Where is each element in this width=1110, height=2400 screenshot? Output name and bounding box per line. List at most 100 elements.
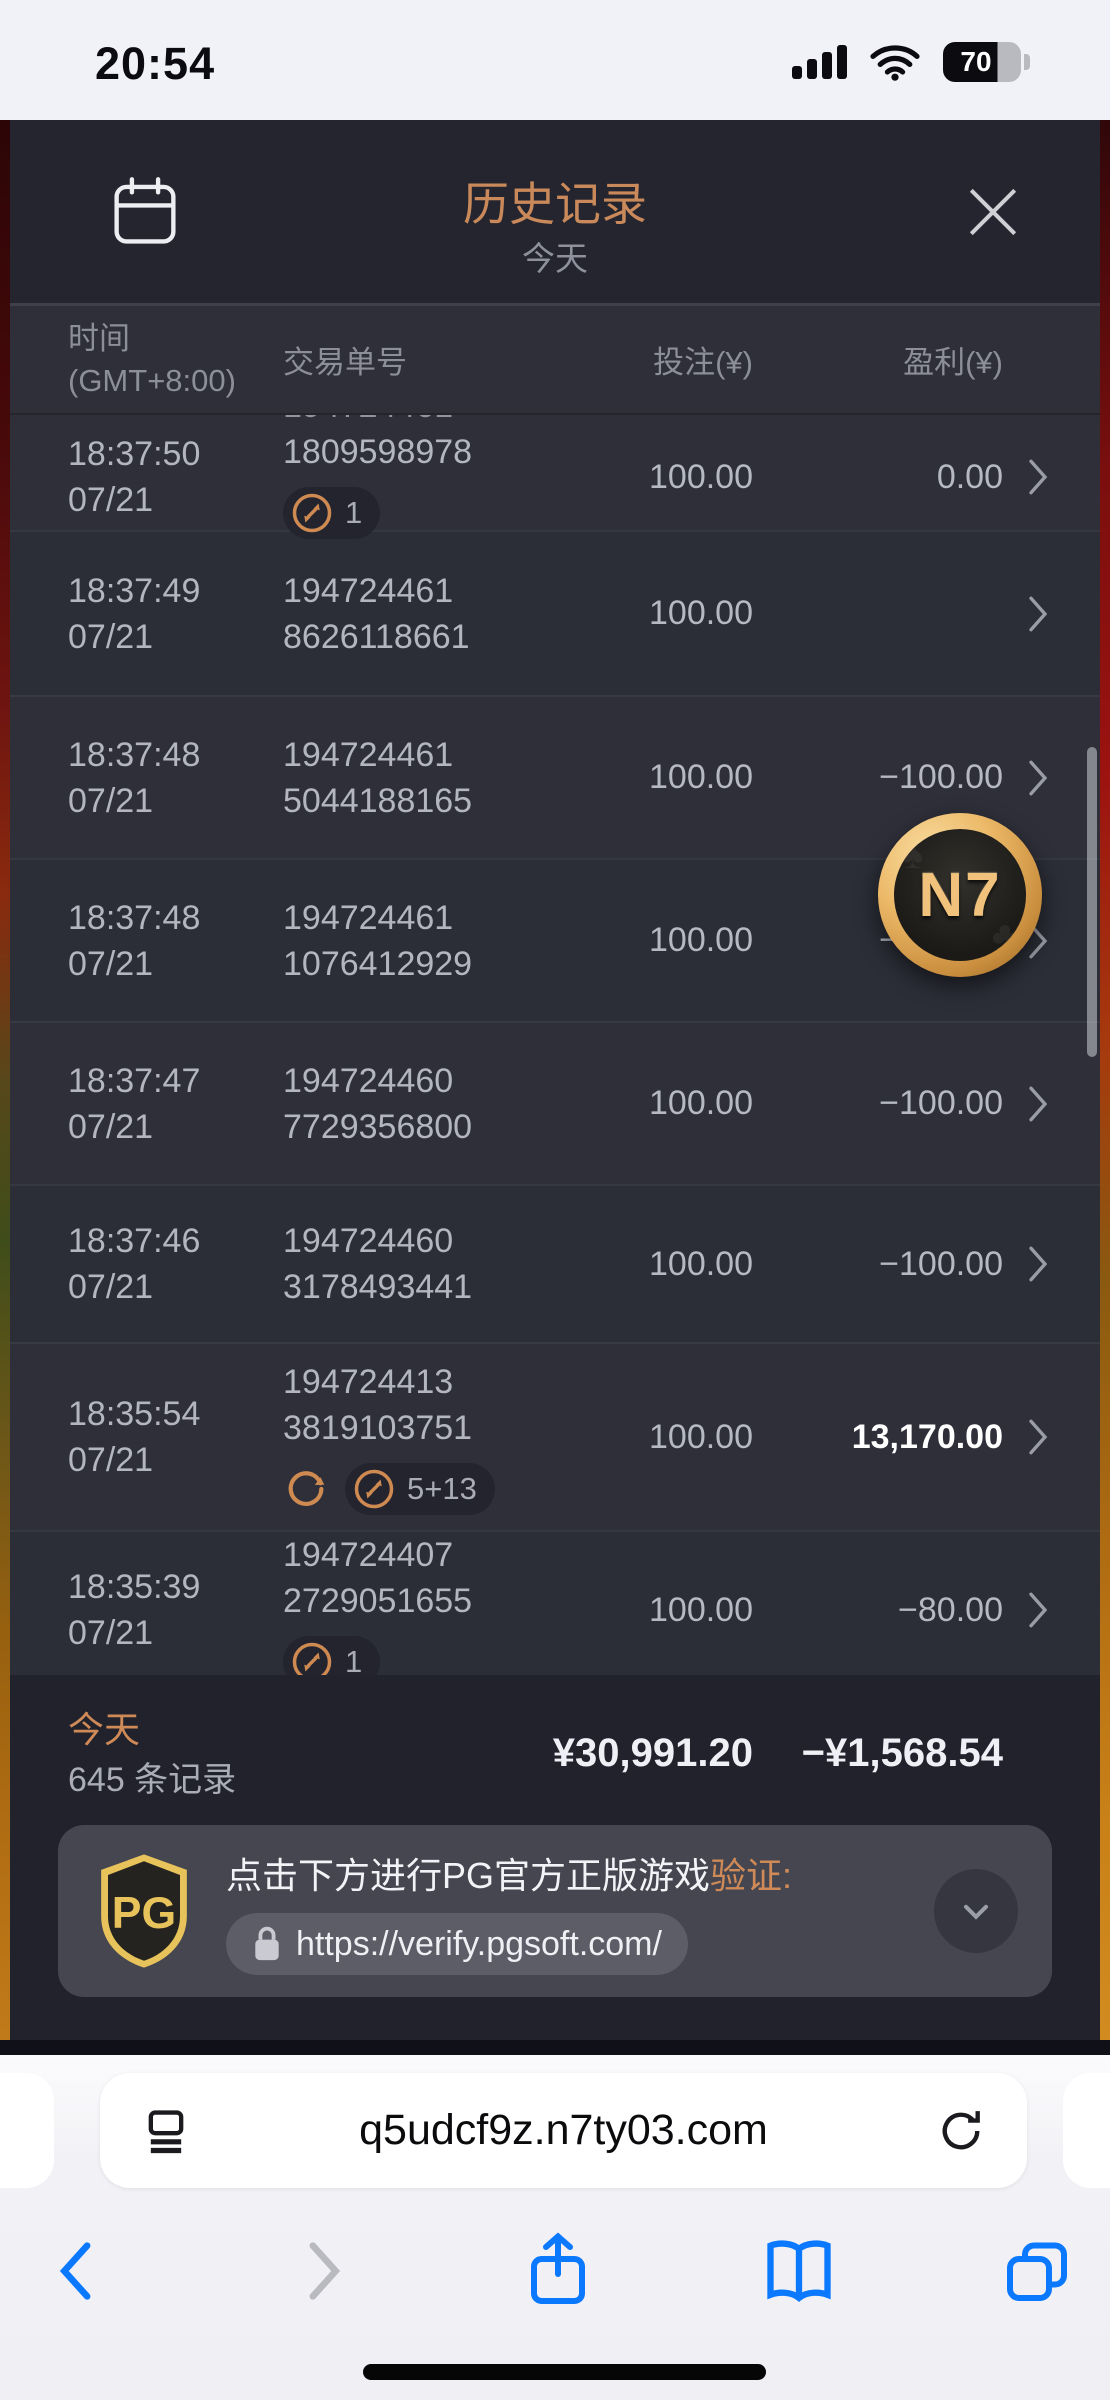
row-transaction-id: 194724460 7729356800 (283, 1061, 473, 1146)
cellular-signal-icon (792, 45, 847, 79)
lock-icon (255, 1926, 279, 1961)
table-row[interactable]: 18:37:47 07/21 194724460 7729356800 100.00 −1… (10, 1021, 1100, 1184)
row-chevron-icon (1029, 760, 1048, 795)
row-detail-chevron[interactable] (1003, 920, 1055, 962)
row-transaction-id: 194724413 3819103751 5+13 (283, 1359, 533, 1515)
respin-icon (288, 1471, 325, 1507)
next-tab-stub[interactable] (1063, 2073, 1110, 2188)
back-chevron-icon (59, 2242, 91, 2300)
summary-bet-total: ¥30,991.20 (552, 1731, 753, 1775)
scrollbar-thumb[interactable] (1087, 747, 1097, 1057)
status-bar: 20:54 70 (0, 0, 1110, 120)
row-time: 18:37:46 07/21 (68, 1222, 201, 1306)
forward-button[interactable] (268, 2216, 378, 2326)
previous-tab-stub[interactable] (0, 2073, 54, 2188)
free-spins-icon (292, 493, 332, 533)
reload-icon[interactable] (935, 2105, 987, 2157)
table-row[interactable]: 18:35:54 07/21 194724413 3819103751 5+13 100.… (10, 1342, 1100, 1530)
col-header-time: 时间 (GMT+8:00) (68, 320, 236, 398)
pg-shield-logo: PG (101, 1854, 187, 1968)
tabs-button[interactable] (982, 2216, 1092, 2326)
row-detail-chevron[interactable] (1003, 1243, 1055, 1285)
forward-chevron-icon (309, 2242, 341, 2300)
battery-percent: 70 (960, 46, 992, 77)
background-page-right-edge (1100, 120, 1110, 2055)
row-transaction-id: 19472446118095989781 (283, 415, 533, 539)
row-badges: 1 (283, 487, 533, 539)
share-icon (531, 2232, 585, 2304)
row-bet-amount: 100.00 (649, 457, 753, 496)
n7-coin-label: N7 (918, 860, 1002, 930)
calendar-icon (114, 177, 176, 244)
pg-banner-text: 点击下方进行PG官方正版游戏验证: (226, 1855, 793, 1896)
clock: 20:54 (95, 38, 216, 89)
n7-coin-logo: N7 (878, 813, 1042, 977)
row-bet-amount: 100.00 (649, 758, 753, 796)
table-row[interactable]: 18:37:49 07/21 194724461 8626118661 100.00 (10, 530, 1100, 695)
row-detail-chevron[interactable] (1003, 1416, 1055, 1458)
address-bar[interactable]: q5udcf9z.n7ty03.com (100, 2073, 1027, 2188)
reader-icon[interactable] (140, 2105, 192, 2157)
row-chevron-icon (1029, 1419, 1048, 1455)
table-row[interactable]: 18:35:39 07/21 194724407 2729051655 1 100.00 −… (10, 1530, 1100, 1688)
row-transaction-id: 194724407 2729051655 1 (283, 1532, 533, 1688)
row-transaction-id: 194724461 5044188165 (283, 735, 473, 820)
row-time: 18:37:48 07/21 (68, 735, 201, 820)
pg-verify-link[interactable]: 验证 (710, 1855, 783, 1896)
row-detail-chevron[interactable] (1003, 593, 1055, 635)
home-indicator[interactable] (363, 2364, 766, 2380)
close-icon (969, 188, 1017, 236)
safari-nav-row (0, 2188, 1110, 2348)
row-profit-amount: −80.00 (898, 1590, 1003, 1629)
back-button[interactable] (22, 2216, 132, 2326)
row-profit-amount: 0.00 (936, 457, 1003, 496)
history-table: 18:37:5007/2119472446118095989781100.000… (10, 413, 1100, 1688)
row-profit-amount: 13,170.00 (851, 1417, 1003, 1456)
summary-record-count: 645 条记录 (68, 1761, 237, 1799)
col-header-bet: 投注(¥) (653, 345, 753, 380)
summary-day-label: 今天 (68, 1709, 141, 1750)
row-transaction-id: 194724460 3178493441 (283, 1222, 473, 1306)
row-detail-chevron[interactable] (1003, 456, 1055, 498)
badge-count: 1 (345, 1644, 363, 1679)
row-bet-amount: 100.00 (649, 1244, 753, 1283)
row-transaction-id: 194724461 8626118661 (283, 571, 470, 656)
row-chevron-icon (1029, 1246, 1048, 1282)
bookmarks-button[interactable] (744, 2216, 854, 2326)
row-chevron-icon (1029, 596, 1048, 631)
row-detail-chevron[interactable] (1003, 1589, 1055, 1631)
page-title: 历史记录 (463, 178, 647, 230)
banner-collapse-button[interactable] (934, 1869, 1018, 1953)
pg-verify-url[interactable]: https://verify.pgsoft.com/ (226, 1913, 688, 1975)
date-filter-label: 今天 (522, 240, 588, 277)
row-time: 18:37:50 07/21 (68, 435, 201, 519)
battery-icon: 70 (943, 42, 1030, 82)
row-profit-amount: −100.00 (879, 1244, 1003, 1283)
status-icons: 70 (792, 40, 1030, 84)
free-spins-badge: 5+13 (345, 1463, 495, 1515)
summary-row: 今天 645 条记录 ¥30,991.20 −¥1,568.54 (10, 1675, 1100, 1805)
wifi-icon (870, 45, 920, 81)
url-text: q5udcf9z.n7ty03.com (359, 2106, 768, 2154)
share-button[interactable] (503, 2216, 613, 2326)
history-modal: 历史记录 今天 时间 (GMT+8:00) 交易单号 投注(¥) 盈利(¥) 1… (10, 120, 1100, 2055)
calendar-button[interactable] (105, 166, 185, 258)
table-row[interactable]: 18:37:5007/2119472446118095989781100.000… (10, 415, 1100, 539)
free-spins-icon (354, 1469, 394, 1509)
row-detail-chevron[interactable] (1003, 757, 1055, 799)
row-profit-amount: −100.00 (879, 1084, 1003, 1122)
row-time: 18:35:39 07/21 (68, 1568, 201, 1652)
page-bottom-edge (0, 2040, 1110, 2055)
row-time: 18:35:54 07/21 (68, 1395, 201, 1479)
clipped-id-line: 194724461 (283, 415, 533, 429)
background-page-left-edge (0, 120, 10, 2055)
row-chevron-icon (1029, 1086, 1048, 1121)
col-header-profit: 盈利(¥) (903, 345, 1003, 380)
row-detail-chevron[interactable] (1003, 1083, 1055, 1125)
close-button[interactable] (948, 166, 1038, 258)
table-row[interactable]: 18:37:46 07/21 194724460 3178493441 100.00 −1… (10, 1184, 1100, 1342)
row-bet-amount: 100.00 (649, 921, 753, 959)
badge-count: 1 (345, 495, 363, 530)
free-spins-badge: 1 (283, 487, 381, 539)
